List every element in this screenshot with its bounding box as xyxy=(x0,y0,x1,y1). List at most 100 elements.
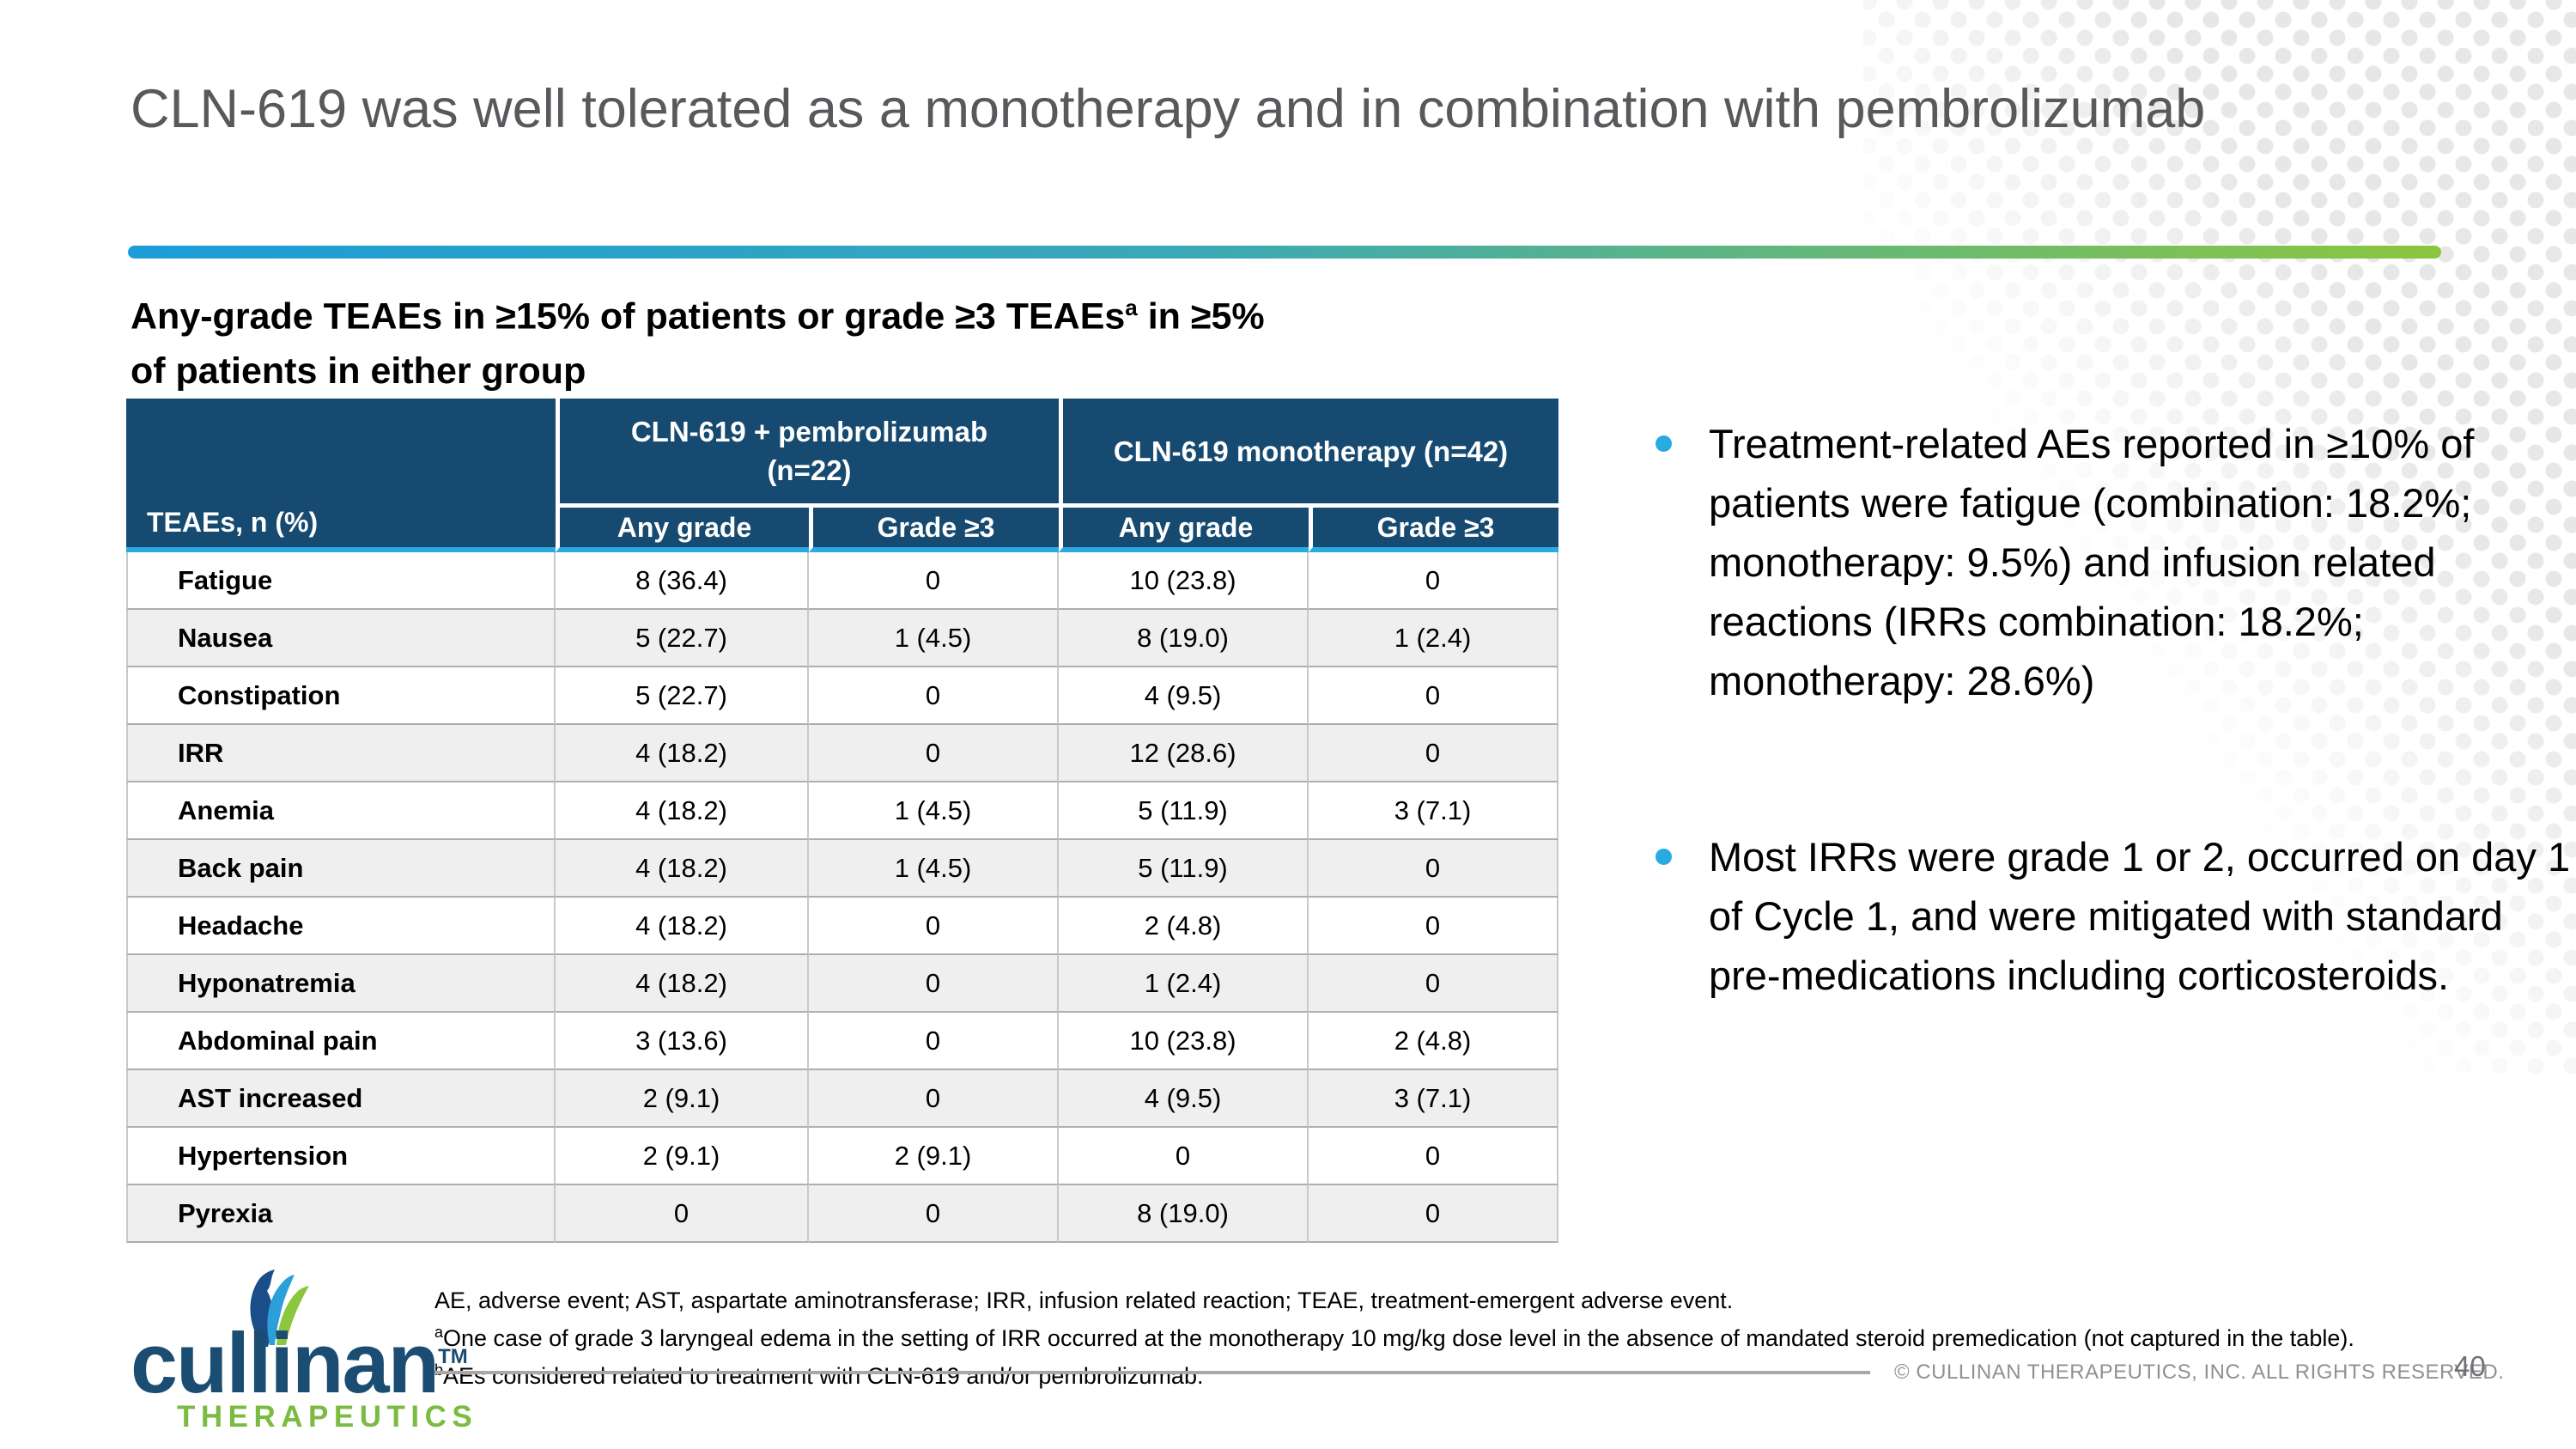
teae-value-cell: 0 xyxy=(809,1013,1059,1070)
teae-value-cell: 0 xyxy=(1309,955,1558,1013)
table-heading-line1: Any-grade TEAEs in ≥15% of patients or g… xyxy=(131,295,1265,338)
corner-header-cell: TEAEs, n (%) xyxy=(126,399,556,552)
table-row: Constipation 5 (22.7) 0 4 (9.5) 0 xyxy=(126,667,1558,725)
teae-label: Constipation xyxy=(126,667,556,725)
teae-label: IRR xyxy=(126,725,556,782)
teae-value-cell: 10 (23.8) xyxy=(1059,552,1309,610)
cullinan-logo: cullinanTM THERAPEUTICS xyxy=(131,1269,474,1446)
bullet-dot-icon xyxy=(1656,849,1672,865)
group-header-monotherapy: CLN-619 monotherapy (n=42) xyxy=(1059,399,1558,508)
table-heading: Any-grade TEAEs in ≥15% of patients or g… xyxy=(131,280,1573,399)
teae-value-cell: 0 xyxy=(1309,1185,1558,1243)
teae-value-cell: 0 xyxy=(1059,1128,1309,1185)
teae-value-cell: 0 xyxy=(1309,840,1558,898)
teae-value-cell: 0 xyxy=(809,725,1059,782)
teae-value-cell: 3 (7.1) xyxy=(1309,782,1558,840)
subheader-cell: Grade ≥3 xyxy=(809,508,1059,552)
teae-value-cell: 10 (23.8) xyxy=(1059,1013,1309,1070)
footnote-abbreviations: AE, adverse event; AST, aspartate aminot… xyxy=(434,1288,1734,1313)
logo-wordmark: cullinanTM xyxy=(131,1315,468,1410)
teae-value-cell: 4 (9.5) xyxy=(1059,1070,1309,1128)
teae-label: Headache xyxy=(126,898,556,955)
teae-value-cell: 0 xyxy=(1309,552,1558,610)
teae-value-cell: 1 (4.5) xyxy=(809,840,1059,898)
teae-label: Anemia xyxy=(126,782,556,840)
table-row: Nausea 5 (22.7) 1 (4.5) 8 (19.0) 1 (2.4) xyxy=(126,610,1558,667)
teae-label: Hyponatremia xyxy=(126,955,556,1013)
subheader-cell: Any grade xyxy=(556,508,809,552)
footnote-marker-a: a xyxy=(1125,295,1138,320)
table-row: AST increased 2 (9.1) 0 4 (9.5) 3 (7.1) xyxy=(126,1070,1558,1128)
bullet-text: Treatment-related AEs reported in ≥10% o… xyxy=(1709,421,2475,703)
teae-value-cell: 1 (4.5) xyxy=(809,610,1059,667)
table-row: IRR 4 (18.2) 0 12 (28.6) 0 xyxy=(126,725,1558,782)
teae-label: Abdominal pain xyxy=(126,1013,556,1070)
teae-table: TEAEs, n (%) CLN-619 + pembrolizumab (n=… xyxy=(126,399,1558,1243)
table-row: Hyponatremia 4 (18.2) 0 1 (2.4) 0 xyxy=(126,955,1558,1013)
copyright-text: © CULLINAN THERAPEUTICS, INC. ALL RIGHTS… xyxy=(1894,1361,2505,1384)
bullet-item: Most IRRs were grade 1 or 2, occurred on… xyxy=(1654,827,2574,1005)
footnote-b: bAEs considered related to treatment wit… xyxy=(434,1361,1204,1389)
halftone-dot-pattern xyxy=(1863,0,2576,1074)
teae-value-cell: 0 xyxy=(809,955,1059,1013)
teae-value-cell: 4 (9.5) xyxy=(1059,667,1309,725)
teae-label: Pyrexia xyxy=(126,1185,556,1243)
teae-value-cell: 4 (18.2) xyxy=(556,955,809,1013)
teae-value-cell: 2 (9.1) xyxy=(556,1128,809,1185)
teae-value-cell: 4 (18.2) xyxy=(556,898,809,955)
teae-label: AST increased xyxy=(126,1070,556,1128)
teae-value-cell: 0 xyxy=(556,1185,809,1243)
bullet-item: Treatment-related AEs reported in ≥10% o… xyxy=(1654,414,2574,710)
teae-value-cell: 4 (18.2) xyxy=(556,725,809,782)
footnote-a: aOne case of grade 3 laryngeal edema in … xyxy=(434,1324,2354,1351)
teae-value-cell: 0 xyxy=(1309,667,1558,725)
teae-value-cell: 2 (9.1) xyxy=(556,1070,809,1128)
teae-value-cell: 8 (19.0) xyxy=(1059,1185,1309,1243)
teae-table-container: TEAEs, n (%) CLN-619 + pembrolizumab (n=… xyxy=(126,399,1558,1243)
teae-value-cell: 8 (19.0) xyxy=(1059,610,1309,667)
table-row: Back pain 4 (18.2) 1 (4.5) 5 (11.9) 0 xyxy=(126,840,1558,898)
teae-label: Back pain xyxy=(126,840,556,898)
table-row: Pyrexia 0 0 8 (19.0) 0 xyxy=(126,1185,1558,1243)
teae-value-cell: 5 (22.7) xyxy=(556,610,809,667)
trademark-symbol: TM xyxy=(438,1345,468,1368)
teae-value-cell: 8 (36.4) xyxy=(556,552,809,610)
teae-value-cell: 0 xyxy=(809,898,1059,955)
teae-value-cell: 1 (4.5) xyxy=(809,782,1059,840)
bullet-text: Most IRRs were grade 1 or 2, occurred on… xyxy=(1709,834,2571,998)
teae-value-cell: 1 (2.4) xyxy=(1309,610,1558,667)
table-row: Anemia 4 (18.2) 1 (4.5) 5 (11.9) 3 (7.1) xyxy=(126,782,1558,840)
teae-label: Hypertension xyxy=(126,1128,556,1185)
teae-value-cell: 0 xyxy=(809,552,1059,610)
teae-value-cell: 0 xyxy=(809,1185,1059,1243)
table-heading-line2: of patients in either group xyxy=(131,350,586,393)
teae-value-cell: 0 xyxy=(1309,898,1558,955)
table-subheader-row: Any grade Grade ≥3 Any grade Grade ≥3 xyxy=(126,508,1558,552)
teae-value-cell: 2 (4.8) xyxy=(1309,1013,1558,1070)
subheader-cell: Any grade xyxy=(1059,508,1309,552)
teae-value-cell: 1 (2.4) xyxy=(1059,955,1309,1013)
table-row: Abdominal pain 3 (13.6) 0 10 (23.8) 2 (4.8) xyxy=(126,1013,1558,1070)
teae-value-cell: 2 (4.8) xyxy=(1059,898,1309,955)
teae-label: Nausea xyxy=(126,610,556,667)
table-row: Fatigue 8 (36.4) 0 10 (23.8) 0 xyxy=(126,552,1558,610)
teae-value-cell: 0 xyxy=(1309,725,1558,782)
teae-value-cell: 4 (18.2) xyxy=(556,782,809,840)
teae-value-cell: 0 xyxy=(809,667,1059,725)
title-gradient-rule xyxy=(128,246,2441,259)
teae-value-cell: 3 (13.6) xyxy=(556,1013,809,1070)
group-header-combination: CLN-619 + pembrolizumab (n=22) xyxy=(556,399,1059,508)
footer-divider-line xyxy=(434,1371,1870,1374)
teae-value-cell: 5 (11.9) xyxy=(1059,782,1309,840)
subheader-cell: Grade ≥3 xyxy=(1309,508,1558,552)
logo-tagline: THERAPEUTICS xyxy=(177,1400,478,1434)
bullet-dot-icon xyxy=(1656,435,1672,452)
bullet-list: Treatment-related AEs reported in ≥10% o… xyxy=(1654,414,2574,1005)
page-number: 40 xyxy=(2454,1350,2486,1382)
teae-value-cell: 2 (9.1) xyxy=(809,1128,1059,1185)
table-row: Headache 4 (18.2) 0 2 (4.8) 0 xyxy=(126,898,1558,955)
table-body: Fatigue 8 (36.4) 0 10 (23.8) 0 Nausea 5 (22.7)… xyxy=(126,552,1558,1243)
teae-value-cell: 5 (22.7) xyxy=(556,667,809,725)
footnotes: AE, adverse event; AST, aspartate aminot… xyxy=(434,1285,2564,1392)
slide-title: CLN-619 was well tolerated as a monother… xyxy=(131,79,2206,139)
